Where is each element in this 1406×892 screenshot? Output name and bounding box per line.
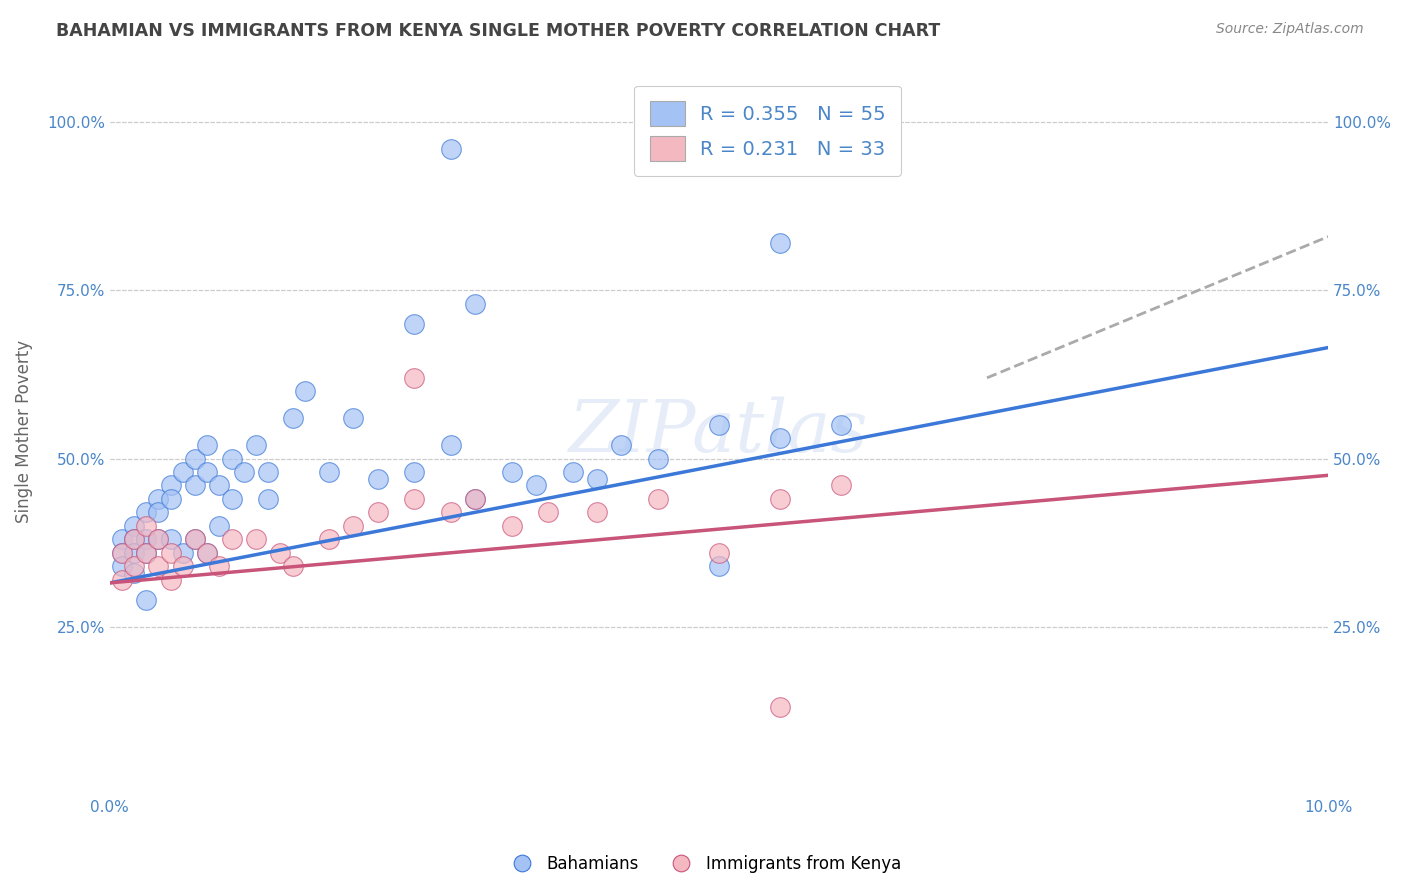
Point [184, 478, 207, 492]
Point [404, 317, 426, 331]
Point [195, 546, 218, 560]
Point [440, 438, 463, 452]
Point [647, 491, 669, 506]
Legend: Bahamians, Immigrants from Kenya: Bahamians, Immigrants from Kenya [498, 848, 908, 880]
Point [464, 491, 486, 506]
Point [245, 438, 267, 452]
Point [707, 559, 730, 574]
Point [208, 478, 231, 492]
Point [404, 371, 426, 385]
Point [172, 546, 194, 560]
Point [221, 532, 243, 546]
Point [195, 465, 218, 479]
Point [111, 546, 134, 560]
Point [707, 417, 730, 432]
Point [245, 532, 267, 546]
Point [148, 559, 170, 574]
Point [464, 297, 486, 311]
Point [769, 700, 792, 714]
Point [232, 465, 254, 479]
Point [159, 532, 181, 546]
Point [367, 505, 389, 519]
Point [111, 546, 134, 560]
Point [122, 518, 145, 533]
Point [281, 411, 304, 425]
Point [404, 465, 426, 479]
Point [440, 142, 463, 156]
Text: BAHAMIAN VS IMMIGRANTS FROM KENYA SINGLE MOTHER POVERTY CORRELATION CHART: BAHAMIAN VS IMMIGRANTS FROM KENYA SINGLE… [56, 22, 941, 40]
Point [501, 465, 523, 479]
Point [195, 438, 218, 452]
Point [281, 559, 304, 574]
Point [122, 532, 145, 546]
Point [172, 559, 194, 574]
Point [208, 559, 231, 574]
Point [769, 491, 792, 506]
Point [367, 472, 389, 486]
Y-axis label: Single Mother Poverty: Single Mother Poverty [15, 340, 32, 524]
Point [257, 491, 280, 506]
Text: ZIPatlas: ZIPatlas [569, 396, 869, 467]
Point [159, 573, 181, 587]
Point [135, 546, 157, 560]
Point [148, 491, 170, 506]
Point [221, 451, 243, 466]
Point [647, 451, 669, 466]
Point [221, 491, 243, 506]
Point [342, 518, 364, 533]
Point [184, 532, 207, 546]
Point [148, 505, 170, 519]
Point [122, 532, 145, 546]
Point [184, 451, 207, 466]
Point [159, 546, 181, 560]
Point [111, 559, 134, 574]
Point [111, 573, 134, 587]
Point [769, 431, 792, 445]
Point [769, 236, 792, 251]
Point [135, 546, 157, 560]
Point [586, 505, 609, 519]
Point [122, 546, 145, 560]
Point [172, 465, 194, 479]
Point [610, 438, 633, 452]
Point [122, 566, 145, 580]
Legend: R = 0.355   N = 55, R = 0.231   N = 33: R = 0.355 N = 55, R = 0.231 N = 33 [634, 86, 901, 177]
Point [135, 518, 157, 533]
Point [135, 505, 157, 519]
Point [318, 465, 340, 479]
Point [148, 532, 170, 546]
Point [404, 491, 426, 506]
Point [707, 546, 730, 560]
Point [440, 505, 463, 519]
Point [586, 472, 609, 486]
Point [148, 532, 170, 546]
Point [294, 384, 316, 399]
Point [195, 546, 218, 560]
Point [342, 411, 364, 425]
Point [318, 532, 340, 546]
Point [135, 532, 157, 546]
Point [122, 559, 145, 574]
Point [269, 546, 291, 560]
Point [159, 478, 181, 492]
Point [524, 478, 547, 492]
Point [830, 478, 852, 492]
Point [135, 592, 157, 607]
Text: Source: ZipAtlas.com: Source: ZipAtlas.com [1216, 22, 1364, 37]
Point [501, 518, 523, 533]
Point [830, 417, 852, 432]
Point [208, 518, 231, 533]
Point [257, 465, 280, 479]
Point [464, 491, 486, 506]
Point [537, 505, 560, 519]
Point [561, 465, 583, 479]
Point [184, 532, 207, 546]
Point [111, 532, 134, 546]
Point [159, 491, 181, 506]
